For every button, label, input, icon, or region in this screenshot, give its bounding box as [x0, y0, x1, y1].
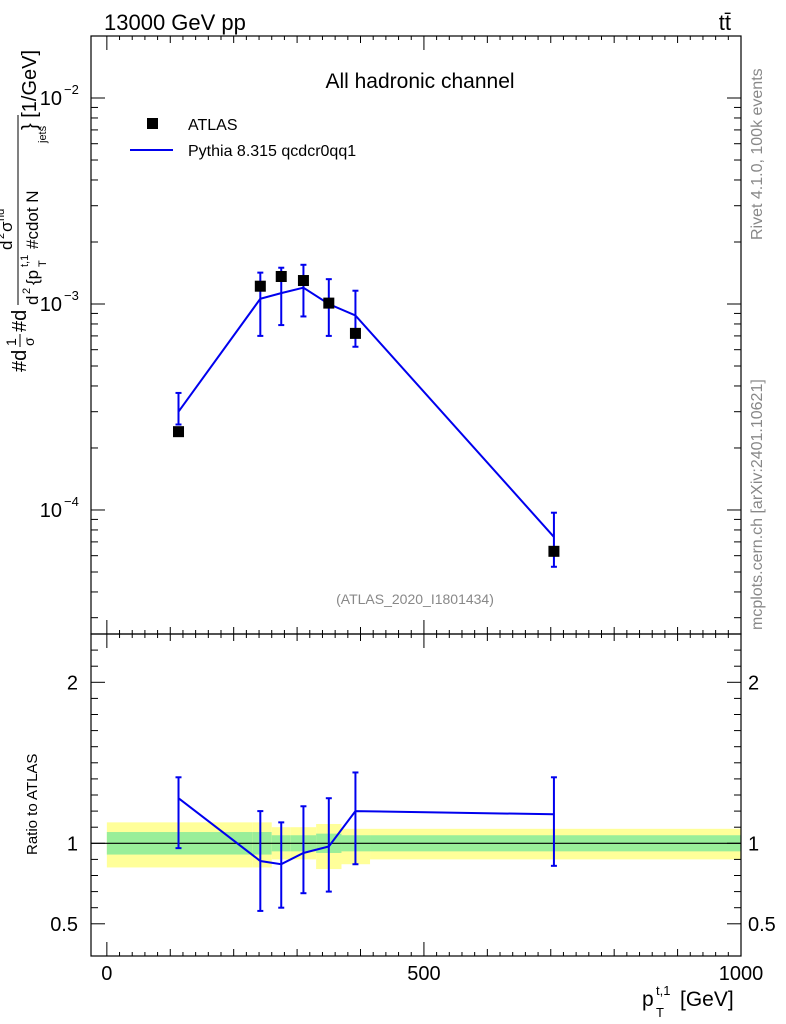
xlabel-sup: t,1: [656, 983, 670, 998]
data-point: [323, 297, 335, 309]
y-tick-label-base: 10: [40, 294, 62, 316]
xlabel: p T t,1 [GeV]: [642, 983, 734, 1020]
ylabel-sub-den-rest: {p: [23, 270, 42, 285]
ylabel-main: #d: [9, 350, 31, 372]
ylabel-sub-den-sup2: t,1: [19, 255, 31, 267]
data-point: [275, 270, 287, 282]
process-label: tt̄: [719, 10, 731, 35]
data-point: [173, 426, 185, 438]
ylabel-sub-num-sigma-sup: nd: [0, 209, 7, 221]
data-point: [548, 545, 560, 557]
legend-label-atlas: ATLAS: [188, 117, 238, 134]
upper-ylabel: } [1/GeV] #d 1 σ #d d 2 σ nd d 2 {p T t,…: [0, 50, 49, 372]
ylabel-frac-den: σ: [21, 337, 37, 346]
y-tick-label-exp: −3: [64, 288, 79, 303]
energy-label: 13000 GeV pp: [104, 10, 246, 35]
ylabel-sub-den: d: [23, 296, 42, 305]
xlabel-sub: T: [656, 1005, 664, 1020]
ylabel-close: } [1/GeV]: [19, 50, 41, 130]
channel-label: All hadronic channel: [325, 70, 514, 93]
legend-marker-atlas: [147, 118, 158, 129]
ylabel-sub-num-sigma: σ: [0, 221, 16, 232]
ylabel-sub-den-tail: #cdot N: [23, 190, 42, 249]
rivet-label: Rivet 4.1.0, 100k events: [749, 68, 766, 240]
x-tick-label: 1000: [719, 963, 764, 985]
lower-panel: 0.5 0.5 1 1 2 2 0 500 1000: [50, 634, 776, 985]
ratio-y-tick-label-left: 2: [67, 672, 78, 694]
ylabel-sub-den-sub2: jets: [37, 125, 49, 144]
data-point: [349, 327, 361, 339]
y-tick-label-exp: −2: [64, 82, 79, 97]
y-tick-label-exp: −4: [64, 494, 79, 509]
ylabel-sub-den-sup: 2: [21, 288, 33, 294]
x-tick-label: 0: [101, 963, 112, 985]
mc-series-line: [177, 286, 555, 538]
ratio-y-tick-label-right: 2: [748, 672, 759, 694]
data-point: [254, 280, 266, 292]
data-point: [297, 275, 309, 287]
xlabel-base: p: [642, 988, 654, 1011]
ratio-y-tick-label-left: 1: [67, 833, 78, 855]
ratio-y-tick-label-left: 0.5: [50, 914, 78, 936]
y-tick-label-base: 10: [40, 88, 62, 110]
xlabel-unit: [GeV]: [680, 988, 734, 1011]
ratio-series-line: [177, 797, 554, 866]
legend-label-pythia: Pythia 8.315 qcdcr0qq1: [188, 143, 356, 160]
lower-frame: [90, 633, 742, 957]
ylabel-mid: #d: [9, 310, 31, 332]
ratio-y-tick-label-right: 1: [748, 833, 759, 855]
ratio-y-tick-label-right: 0.5: [748, 914, 776, 936]
ylabel-frac-num: 1: [3, 338, 19, 346]
ylabel-sub-num-sup: 2: [0, 233, 7, 239]
upper-panel: 10−410−310−2: [40, 35, 742, 634]
legend: ATLAS Pythia 8.315 qcdcr0qq1: [130, 117, 356, 160]
x-tick-label: 500: [407, 963, 440, 985]
y-tick-label-base: 10: [40, 500, 62, 522]
watermark: (ATLAS_2020_I1801434): [336, 591, 494, 607]
ratio-ylabel: Ratio to ATLAS: [24, 754, 41, 855]
ylabel-sub-num: d: [0, 241, 16, 250]
site-label: mcplots.cern.ch [arXiv:2401.10621]: [749, 379, 766, 630]
ylabel-sub-den-sub: T: [37, 260, 49, 267]
